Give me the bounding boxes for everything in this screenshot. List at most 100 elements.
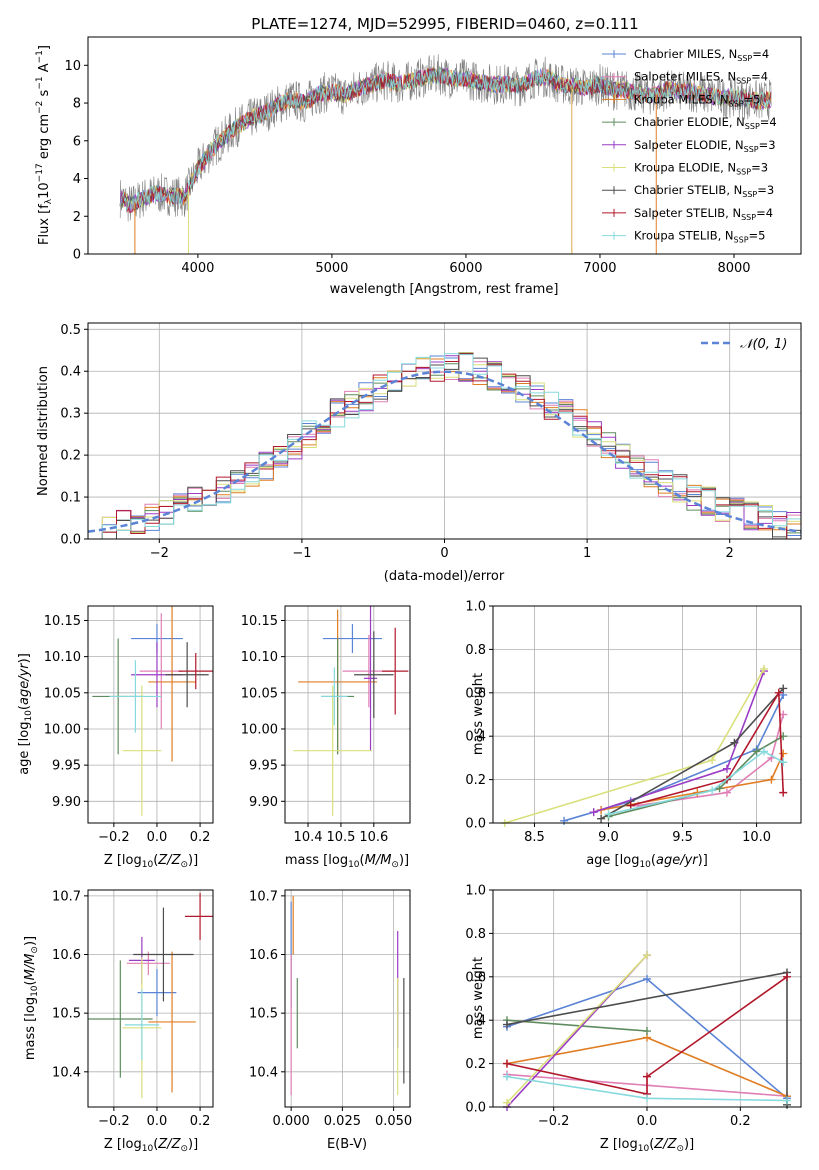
age-z-ylabel: age [log10(age/yr)]	[17, 653, 34, 775]
mass-weight-point	[643, 974, 651, 983]
mass-ebv-plot-area	[285, 890, 410, 1107]
mass-weight-point	[779, 749, 788, 758]
mass-weight-point	[779, 758, 788, 767]
y-tick-label: 0.0	[465, 817, 486, 832]
age-z-plot-area	[88, 606, 213, 823]
mass-z-axes-frame	[87, 889, 214, 1108]
x-tick-label: 0.050	[375, 1114, 412, 1129]
x-tick-label: −0.2	[98, 1114, 130, 1129]
y-tick-label: 0.0	[60, 533, 81, 548]
y-tick-label: 6	[73, 134, 81, 149]
x-tick-label: −1	[292, 546, 311, 561]
mass-ebv-ticks: 0.000 0.025 0.050 10.4 10.5 10.6 10.7	[249, 889, 412, 1129]
y-tick-label: 10.05	[241, 686, 278, 701]
x-tick-label: 1	[583, 546, 591, 561]
y-tick-label: 2	[73, 210, 81, 225]
mass-z-xlabel: Z [log10(Z/Z⊙)]	[104, 1137, 198, 1154]
mass-weight-point	[597, 814, 606, 823]
x-tick-label: 0.2	[190, 830, 211, 845]
mass-weight-point	[503, 1059, 511, 1068]
legend-entry-label: Salpeter ELODIE, NSSP=3	[634, 138, 776, 154]
mass-weight-point	[722, 788, 731, 797]
y-tick-label: 4	[73, 172, 81, 187]
y-tick-label: 8	[73, 97, 81, 112]
mass-z-plot-area	[88, 890, 213, 1107]
weight-age-axes-frame	[492, 605, 802, 824]
x-tick-label: 6000	[449, 261, 482, 276]
y-tick-label: 10.15	[241, 614, 278, 629]
y-tick-label: 0.3	[60, 407, 81, 422]
y-tick-label: 10.7	[249, 889, 278, 904]
weight-age-ylabel: mass weight	[471, 673, 486, 755]
mass-z-panel: −0.2 0.0 0.2 10.4 10.5 10.6 10.7 Z [log10(Z/Z⊙…	[23, 889, 214, 1154]
y-tick-label: 0.0	[465, 1101, 486, 1116]
weight-z-plot-area	[493, 889, 801, 1111]
x-tick-label: 9.5	[672, 830, 693, 845]
x-tick-label: 0.0	[637, 1114, 658, 1129]
mass-weight-point	[560, 816, 569, 825]
mass-weight-point	[779, 710, 788, 719]
mass-z-ylabel: mass [log10(M/M⊙)]	[23, 936, 40, 1060]
mass-weight-point	[759, 664, 768, 673]
mass-weight-point	[779, 788, 788, 797]
age-mass-plot-area	[285, 606, 410, 823]
y-tick-label: 10.6	[52, 948, 81, 963]
age-mass-xlabel: mass [log10(M/M⊙)]	[285, 853, 409, 870]
weight-z-xlabel: Z [log10(Z/Z⊙)]	[600, 1137, 694, 1154]
weight-age-ticks: 8.5 9.0 9.5 10.0 0.0 0.2 0.4 0.6 0.8 1.0	[465, 600, 771, 846]
x-tick-label: 2	[726, 546, 734, 561]
mass-ebv-panel: 0.000 0.025 0.050 10.4 10.5 10.6 10.7 E(B-V)	[249, 889, 412, 1152]
x-tick-label: 0	[440, 546, 448, 561]
mass-weight-series-line	[506, 976, 788, 1095]
mass-weight-point	[783, 972, 791, 981]
x-tick-label: 0.2	[730, 1114, 751, 1129]
age-z-ticks: −0.2 0.0 0.2 9.90 9.95 10.00 10.05 10.10 10.15	[44, 614, 211, 845]
mass-weight-point	[767, 775, 776, 784]
y-tick-label: 0.2	[60, 449, 81, 464]
mass-weight-series-line	[608, 750, 784, 816]
spectrum-ticks: 4000 5000 6000 7000 8000 0 2 4 6 8 10	[64, 59, 750, 276]
residuals-ylabel: Normed distribution	[36, 366, 51, 496]
age-mass-axes-frame	[284, 605, 411, 824]
spectrum-ylabel: Flux [fλ10−17 erg cm−2 s−1 A−1]	[35, 45, 54, 245]
mass-weight-series-line	[637, 714, 784, 807]
y-tick-label: 0.1	[60, 491, 81, 506]
y-tick-label: 0.8	[465, 643, 486, 658]
x-tick-label: 10.5	[326, 830, 355, 845]
x-tick-label: 0.0	[147, 830, 168, 845]
mass-weight-point	[503, 1020, 511, 1029]
spectrum-legend: Chabrier MILES, NSSP=4 Salpeter MILES, NS…	[602, 47, 777, 245]
y-tick-label: 10.4	[249, 1065, 278, 1080]
weight-age-panel: 8.5 9.0 9.5 10.0 0.0 0.2 0.4 0.6 0.8 1.0 age [log…	[465, 600, 802, 870]
y-tick-label: 10.5	[249, 1007, 278, 1022]
mass-weight-point	[604, 810, 613, 819]
weight-z-ylabel: mass weight	[471, 957, 486, 1039]
x-tick-label: 0.2	[190, 1114, 211, 1129]
mass-weight-point	[730, 738, 739, 747]
mass-weight-point	[643, 951, 651, 960]
legend-entry-label: Chabrier STELIB, NSSP=3	[634, 183, 774, 199]
y-tick-label: 0.2	[465, 1057, 486, 1072]
age-mass-panel: 10.4 10.5 10.6 9.90 9.95 10.00 10.05 10.10 10.15…	[241, 605, 411, 870]
figure-title: PLATE=1274, MJD=52995, FIBERID=0460, z=0…	[251, 15, 638, 33]
y-tick-label: 1.0	[465, 884, 486, 899]
y-tick-label: 10.7	[52, 889, 81, 904]
y-tick-label: 0.6	[465, 686, 486, 701]
mass-ebv-axes-frame	[284, 889, 411, 1108]
x-tick-label: 7000	[583, 261, 616, 276]
spectrum-plot-area	[119, 54, 772, 254]
mass-weight-point	[779, 684, 788, 693]
age-mass-ticks: 10.4 10.5 10.6 9.90 9.95 10.00 10.05 10.10 10.15	[241, 614, 389, 845]
normal-legend-label: 𝒩(0, 1)	[740, 337, 787, 352]
mass-weight-point	[708, 756, 717, 765]
spectrum-axes-frame	[87, 36, 802, 255]
residuals-xlabel: (data-model)/error	[384, 569, 505, 584]
y-tick-label: 10	[64, 59, 81, 74]
mass-weight-point	[722, 764, 731, 773]
x-tick-label: 4000	[181, 261, 214, 276]
mass-weight-point	[752, 747, 761, 756]
y-tick-label: 0.8	[465, 927, 486, 942]
weight-age-xlabel: age [log10(age/yr)]	[586, 853, 708, 870]
x-tick-label: 9.0	[598, 830, 619, 845]
y-tick-label: 10.10	[241, 650, 278, 665]
